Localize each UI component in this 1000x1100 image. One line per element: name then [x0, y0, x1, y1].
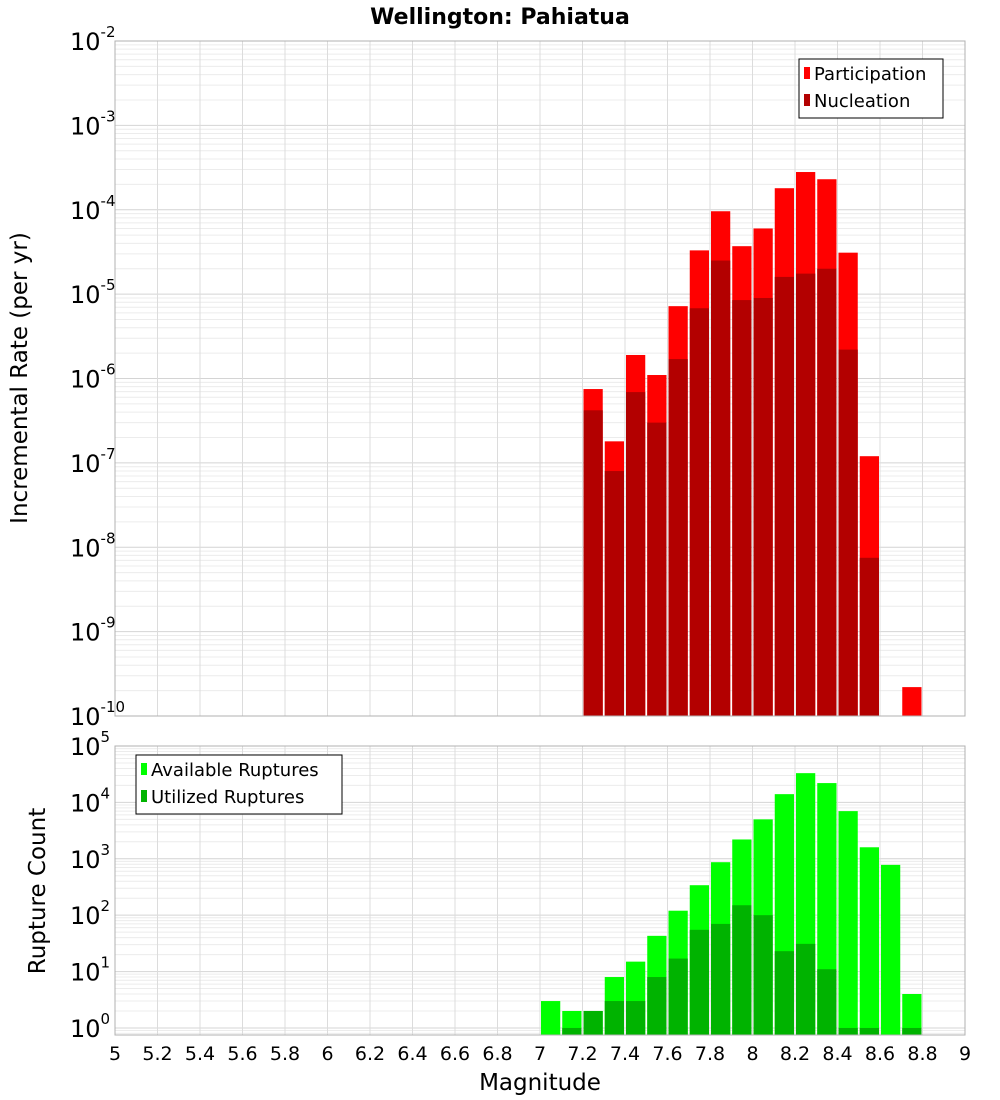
plot-frame-0 — [114, 40, 966, 717]
bar — [902, 1027, 922, 1035]
y-tick-label: 101 — [70, 954, 110, 987]
y-tick-label: 10-4 — [70, 192, 116, 225]
x-tick-label: 7.2 — [567, 1043, 597, 1065]
x-tick-label: 5 — [109, 1043, 121, 1065]
bar — [796, 943, 816, 1035]
bar — [711, 923, 731, 1035]
bar — [562, 1027, 582, 1035]
x-tick-label: 6.8 — [482, 1043, 512, 1065]
y-tick-label: 104 — [70, 784, 110, 817]
bar — [583, 1010, 603, 1035]
bar — [647, 422, 667, 716]
y-tick-label: 103 — [70, 841, 110, 874]
x-tick-label: 8 — [746, 1043, 758, 1065]
bar — [604, 471, 624, 716]
plot-panel-0: 10-10 10-9 10-8 10-7 10-6 10-5 10-4 10-3 10-2 Par… — [70, 23, 966, 731]
plot-frame-1 — [114, 745, 966, 1036]
y-tick-label: 10-3 — [70, 107, 116, 140]
bar — [711, 260, 731, 716]
series-utilized-ruptures — [562, 905, 922, 1035]
x-tick-label: 7.8 — [695, 1043, 725, 1065]
bar — [902, 687, 922, 716]
bar — [583, 410, 603, 716]
bar — [796, 273, 816, 716]
x-tick-label: 7.6 — [652, 1043, 682, 1065]
y-tick-label: 10-7 — [70, 445, 116, 478]
bar — [859, 1027, 879, 1035]
bar — [541, 1001, 561, 1035]
x-tick-label: 7.4 — [610, 1043, 640, 1065]
y-tick-label: 100 — [70, 1010, 110, 1043]
x-tick-label: 8.8 — [907, 1043, 937, 1065]
bar — [753, 915, 773, 1035]
legend-swatch — [804, 67, 810, 79]
bar — [668, 359, 688, 716]
legend-label: Participation — [814, 64, 926, 85]
bar — [753, 297, 773, 716]
bar — [626, 392, 646, 716]
bar — [647, 977, 667, 1035]
x-tick-label: 8.2 — [780, 1043, 810, 1065]
legend-label: Utilized Ruptures — [151, 787, 304, 808]
bar — [881, 864, 901, 1035]
legend-box — [798, 58, 944, 119]
bar — [817, 969, 837, 1035]
x-tick-label: 8.6 — [865, 1043, 895, 1065]
bar — [689, 308, 709, 716]
y-tick-label: 10-10 — [70, 698, 125, 731]
bar — [859, 557, 879, 716]
legend-0: Participation Nucleation — [798, 58, 944, 119]
x-tick-label: 7 — [534, 1043, 546, 1065]
bar — [626, 1001, 646, 1035]
x-tick-label: 6 — [321, 1043, 333, 1065]
bar — [838, 349, 858, 716]
bar — [668, 958, 688, 1035]
plot-panel-1: 100 101 102 103 104 105 Available Ruptures Util… — [70, 728, 971, 1065]
legend-label: Nucleation — [814, 91, 910, 112]
grid-lines-0 — [114, 41, 966, 717]
bar — [859, 847, 879, 1035]
legend-1: Available Ruptures Utilized Ruptures — [135, 754, 343, 815]
bar — [817, 268, 837, 716]
series-nucleation — [583, 260, 879, 716]
bar — [902, 994, 922, 1035]
bar — [689, 929, 709, 1035]
y-tick-label: 10-5 — [70, 276, 116, 309]
x-tick-label: 6.6 — [440, 1043, 470, 1065]
x-tick-label: 5.2 — [142, 1043, 172, 1065]
legend-swatch — [141, 763, 147, 775]
bar — [774, 276, 794, 716]
legend-swatch — [141, 790, 147, 802]
x-tick-label: 5.6 — [227, 1043, 257, 1065]
chart-title: Wellington: Pahiatua — [370, 5, 630, 30]
y-tick-label: 10-9 — [70, 614, 116, 647]
x-tick-label: 8.4 — [822, 1043, 852, 1065]
bar — [732, 905, 752, 1035]
y-tick-label: 102 — [70, 897, 110, 930]
y-tick-label: 10-6 — [70, 361, 116, 394]
legend-box — [135, 754, 343, 815]
bar — [732, 300, 752, 716]
bottom-y-axis-label: Rupture Count — [25, 808, 51, 974]
bar — [838, 811, 858, 1035]
legend-label: Available Ruptures — [151, 760, 319, 781]
bar — [838, 1027, 858, 1035]
x-tick-label: 5.4 — [185, 1043, 215, 1065]
bar — [604, 1001, 624, 1035]
x-tick-label: 9 — [959, 1043, 971, 1065]
y-tick-label: 105 — [70, 728, 110, 761]
x-axis-label: Magnitude — [479, 1070, 601, 1096]
x-tick-label: 6.2 — [355, 1043, 385, 1065]
y-tick-label: 10-2 — [70, 23, 116, 56]
x-tick-label: 5.8 — [270, 1043, 300, 1065]
y-tick-label: 10-8 — [70, 529, 116, 562]
legend-swatch — [804, 94, 810, 106]
x-tick-label: 6.4 — [397, 1043, 427, 1065]
bar — [774, 951, 794, 1035]
top-y-axis-label: Incremental Rate (per yr) — [7, 232, 33, 524]
